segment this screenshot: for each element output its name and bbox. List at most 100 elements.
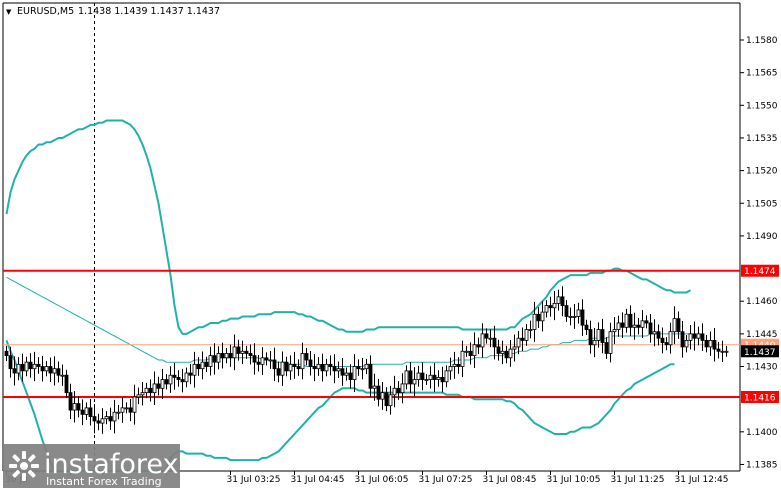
candle-body	[236, 346, 241, 354]
candle-body	[616, 322, 621, 330]
x-tick-label: 31 Jul 10:05	[547, 475, 601, 485]
candle-body	[564, 305, 569, 317]
candle-body	[340, 368, 345, 376]
level-price-tag-bg	[741, 264, 779, 277]
candle-body	[488, 337, 493, 340]
y-tick-label: 1.1580	[746, 36, 778, 46]
candle-body	[368, 363, 373, 389]
x-tick-label: 31 Jul 04:45	[291, 475, 345, 485]
candle-body	[376, 385, 381, 400]
candle-body	[528, 329, 533, 331]
candle-body	[344, 372, 349, 376]
ohlc-values: 1.1438 1.1439 1.1437 1.1437	[78, 6, 220, 17]
candle-body	[52, 368, 57, 374]
candle-body	[492, 337, 497, 348]
candle-body	[428, 374, 433, 380]
candle-body	[712, 339, 717, 350]
candle-body	[628, 313, 633, 328]
candle-body	[328, 363, 333, 367]
candle-body	[304, 353, 309, 361]
chart-header: ▼ EURUSD,M5 1.1438 1.1439 1.1437 1.1437	[6, 6, 220, 17]
candle-body	[448, 366, 453, 372]
candle-body	[580, 309, 585, 326]
candle-body	[264, 357, 269, 361]
candle-body	[420, 372, 425, 380]
candle-body	[536, 313, 541, 322]
y-axis: 1.1580 1.1565 1.1550 1.1535 1.1520 1.1505 1.14…	[740, 36, 778, 470]
candle-body	[72, 403, 77, 411]
candle-body	[516, 337, 521, 348]
candle-body	[592, 339, 597, 346]
y-tick-label: 1.1520	[746, 167, 778, 177]
candle-body	[348, 372, 353, 380]
candle-body	[128, 407, 133, 413]
candle-body	[692, 333, 697, 339]
candle-body	[272, 359, 277, 370]
candle-body	[312, 366, 317, 370]
candle-body	[80, 409, 85, 415]
candle-body	[192, 363, 197, 376]
candlesticks	[4, 286, 729, 434]
candle-body	[688, 333, 693, 341]
candle-body	[676, 318, 681, 333]
candle-body	[104, 416, 109, 420]
candle-body	[204, 361, 209, 367]
y-tick-label: 1.1460	[746, 297, 778, 307]
y-tick-label: 1.1385	[746, 460, 778, 470]
candle-body	[716, 348, 721, 352]
candle-body	[524, 329, 529, 341]
candle-body	[424, 379, 429, 381]
candle-body	[668, 331, 673, 346]
candle-body	[288, 363, 293, 372]
candle-body	[440, 376, 445, 383]
candle-body	[396, 387, 401, 394]
candle-body	[100, 418, 105, 424]
candle-body	[164, 379, 169, 385]
candle-body	[648, 322, 653, 335]
collapse-arrow-icon[interactable]: ▼	[6, 8, 12, 16]
candle-body	[268, 359, 273, 362]
candle-body	[76, 403, 81, 411]
candle-body	[388, 394, 393, 407]
candle-body	[188, 372, 193, 376]
candle-body	[532, 313, 537, 330]
candle-body	[220, 353, 225, 359]
candle-body	[232, 346, 237, 359]
y-tick-label: 1.1565	[746, 69, 778, 79]
candle-body	[444, 370, 449, 383]
candle-body	[112, 411, 117, 422]
candle-body	[316, 363, 321, 370]
candle-body	[508, 348, 513, 359]
candle-body	[552, 302, 557, 309]
candle-body	[392, 387, 397, 396]
candle-body	[300, 353, 305, 370]
candle-body	[432, 374, 437, 380]
horizontal-levels	[3, 269, 740, 398]
candle-body	[588, 329, 593, 346]
candle-body	[600, 329, 605, 343]
level-price-tag: 1.1474	[744, 267, 776, 277]
candle-body	[92, 416, 97, 422]
candle-body	[480, 333, 485, 348]
candle-body	[576, 309, 581, 317]
candle-body	[548, 305, 553, 309]
candle-body	[308, 359, 313, 367]
y-tick-label: 1.1445	[746, 330, 778, 340]
candle-body	[656, 331, 661, 339]
candle-body	[336, 368, 341, 372]
candle-body	[216, 353, 221, 363]
y-tick-label: 1.1550	[746, 101, 778, 111]
candle-body	[224, 353, 229, 359]
candle-body	[400, 383, 405, 394]
candle-body	[196, 363, 201, 370]
candle-body	[140, 392, 145, 396]
logo-mark-icon	[9, 451, 39, 481]
x-tick-label: 31 Jul 11:25	[611, 475, 665, 485]
candle-body	[708, 339, 713, 348]
candle-body	[156, 383, 161, 389]
candle-body	[664, 342, 669, 346]
candle-body	[404, 370, 409, 385]
candle-body	[184, 372, 189, 383]
